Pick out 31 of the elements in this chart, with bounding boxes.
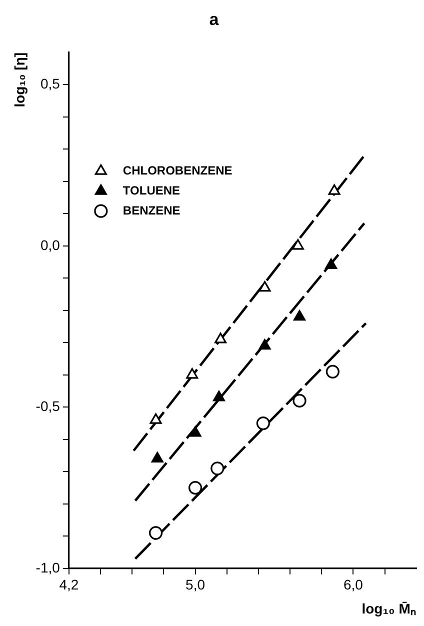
point <box>210 462 224 476</box>
legend-label: TOLUENE <box>122 183 180 198</box>
point <box>292 239 304 250</box>
point <box>292 394 306 408</box>
point <box>258 339 271 350</box>
point <box>325 258 338 270</box>
point <box>326 364 340 378</box>
point <box>189 426 202 437</box>
point <box>186 368 198 379</box>
legend-label: CHLOROBENZENE <box>122 163 232 178</box>
x-tick-label: 4,2 <box>59 576 79 593</box>
legend-label: BENZENE <box>122 203 180 218</box>
y-tick-label: -0,5 <box>36 398 60 414</box>
x-axis-title: log₁₀ M̄ₙ <box>362 600 416 616</box>
point <box>214 332 227 344</box>
point <box>328 184 340 195</box>
y-tick-label: 0,0 <box>40 236 60 253</box>
point <box>188 480 202 495</box>
point <box>294 310 306 321</box>
point <box>151 452 164 463</box>
point <box>148 526 163 540</box>
point <box>258 281 271 292</box>
point <box>150 413 162 424</box>
y-tick-label: -1,0 <box>36 559 60 576</box>
chart-title: a <box>209 10 220 29</box>
y-tick-label: 0,5 <box>40 76 60 92</box>
y-axis-title: log₁₀ [η] <box>11 52 28 108</box>
x-tick-label: 6,0 <box>343 576 364 593</box>
point <box>212 390 225 402</box>
point <box>256 416 270 430</box>
x-tick-label: 5,0 <box>186 576 206 593</box>
